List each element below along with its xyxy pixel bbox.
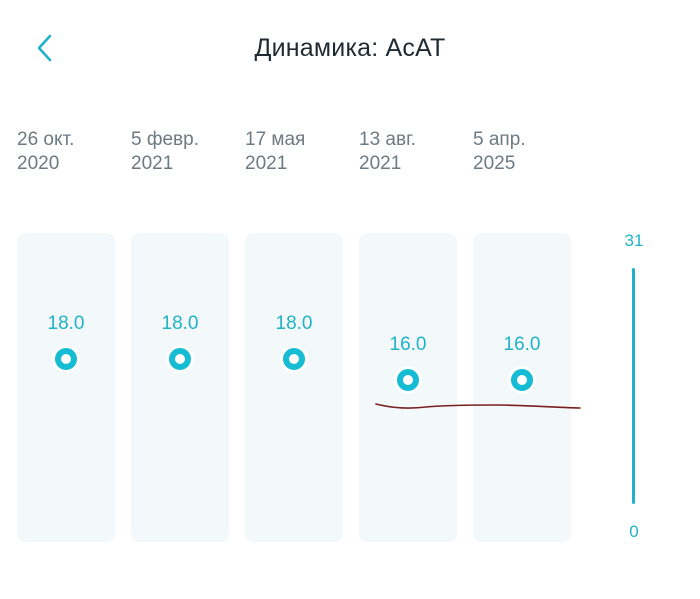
data-point-4[interactable]: [397, 369, 419, 391]
data-column-3[interactable]: 18.0: [245, 233, 343, 542]
date-label-1: 26 окт. 2020: [17, 128, 127, 176]
date-label-3-line2: 2021: [245, 153, 288, 174]
date-label-2-line2: 2021: [131, 153, 174, 174]
date-label-1-line1: 26 окт.: [17, 129, 75, 150]
chevron-left-icon: [37, 34, 52, 62]
date-label-3-line1: 17 мая: [245, 129, 306, 150]
data-column-4[interactable]: 16.0: [359, 233, 457, 542]
value-label-2: 18.0: [161, 313, 199, 334]
value-label-4: 16.0: [389, 334, 427, 355]
scale-min-label: 0: [629, 522, 639, 541]
back-button[interactable]: [28, 30, 64, 66]
date-label-3: 17 мая 2021: [245, 128, 355, 176]
data-column-1[interactable]: 18.0: [17, 233, 115, 542]
value-label-1: 18.0: [47, 313, 85, 334]
scale-max-label: 31: [624, 231, 644, 250]
date-label-2-line1: 5 февр.: [131, 129, 199, 150]
date-label-4-line1: 13 авг.: [359, 129, 416, 150]
scale-line: [632, 268, 635, 504]
data-point-1[interactable]: [55, 348, 77, 370]
data-point-2[interactable]: [169, 348, 191, 370]
value-label-5: 16.0: [503, 334, 541, 355]
value-label-3: 18.0: [275, 313, 313, 334]
data-column-5[interactable]: 16.0: [473, 233, 571, 542]
date-label-5: 5 апр. 2025: [473, 128, 583, 176]
date-label-1-line2: 2020: [17, 153, 60, 174]
date-label-5-line1: 5 апр.: [473, 129, 526, 150]
data-point-5[interactable]: [511, 369, 533, 391]
date-label-2: 5 февр. 2021: [131, 128, 241, 176]
date-label-5-line2: 2025: [473, 153, 516, 174]
date-label-4-line2: 2021: [359, 153, 402, 174]
data-point-3[interactable]: [283, 348, 305, 370]
date-label-4: 13 авг. 2021: [359, 128, 469, 176]
page-title: Динамика: АсАТ: [254, 34, 446, 62]
header: Динамика: АсАТ: [0, 0, 700, 100]
data-column-2[interactable]: 18.0: [131, 233, 229, 542]
